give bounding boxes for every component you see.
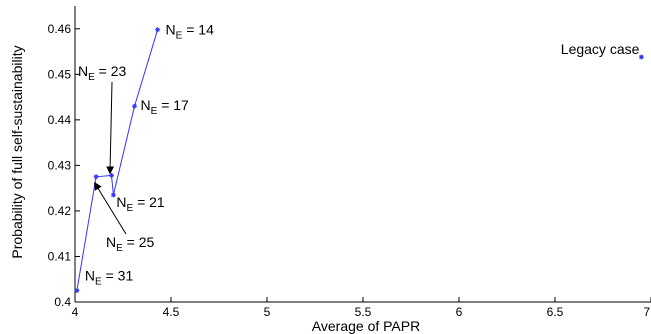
x-axis-title: Average of PAPR <box>312 318 420 334</box>
annotation-value: = 31 <box>102 268 134 284</box>
y-tick-label: 0.42 <box>48 204 72 218</box>
x-tick-label: 5.5 <box>355 305 372 319</box>
annotation-value: = 25 <box>123 234 155 250</box>
data-point <box>108 172 114 178</box>
axes: 4 4.5 5 5.5 6 6.5 7 0.4 0.41 0.42 0.43 0.44 0.45 0.46 <box>48 6 651 319</box>
annotation-base: N <box>78 63 88 79</box>
x-tick-label: 7 <box>643 305 650 319</box>
annotation-subscript: E <box>176 31 183 42</box>
annotation-subscript: E <box>127 203 134 214</box>
x-tick-label: 4 <box>72 305 79 319</box>
annotation-label: NE = 14 <box>166 22 215 42</box>
annotation-subscript: E <box>95 277 102 288</box>
annotation-base: N <box>116 194 126 210</box>
annotation-arrow <box>94 181 127 235</box>
annotation-subscript: E <box>116 243 123 254</box>
annotation-label: NE = 31 <box>85 268 134 288</box>
x-tick-label: 6 <box>456 305 463 319</box>
annotation-base: N <box>166 22 176 38</box>
data-point <box>110 192 116 198</box>
x-tick-label: 5 <box>264 305 271 319</box>
data-point <box>74 288 80 294</box>
data-point <box>155 27 161 33</box>
y-axis-title: Probability of full self-sustainability <box>9 45 25 258</box>
annotation-label: Legacy case <box>561 41 640 57</box>
annotation-base: N <box>106 234 116 250</box>
y-tick-label: 0.4 <box>54 295 71 309</box>
annotation-subscript: E <box>151 106 158 117</box>
annotation-label: NE = 23 <box>78 63 127 83</box>
annotation-value: = 21 <box>133 194 165 210</box>
y-tick-label: 0.46 <box>48 22 72 36</box>
y-tick-label: 0.44 <box>48 113 72 127</box>
annotation-label: NE = 25 <box>106 234 155 254</box>
annotation-label: NE = 17 <box>141 97 190 117</box>
data-point <box>638 54 644 60</box>
x-tick-label: 4.5 <box>163 305 180 319</box>
annotation-value: = 14 <box>182 22 214 38</box>
annotation-arrow <box>106 81 115 175</box>
data-point <box>93 174 99 180</box>
annotation-base: N <box>85 268 95 284</box>
annotation-subscript: E <box>88 72 95 83</box>
annotation-value: = 23 <box>95 63 127 79</box>
series-line <box>76 29 159 291</box>
annotation-base: N <box>141 97 151 113</box>
y-tick-label: 0.43 <box>48 158 72 172</box>
y-tick-label: 0.45 <box>48 67 72 81</box>
x-tick-label: 6.5 <box>547 305 564 319</box>
annotation-label: NE = 21 <box>116 194 165 214</box>
data-point <box>132 103 138 109</box>
annotation-value: = 17 <box>157 97 189 113</box>
series-layer <box>74 27 644 294</box>
y-tick-label: 0.41 <box>48 249 72 263</box>
